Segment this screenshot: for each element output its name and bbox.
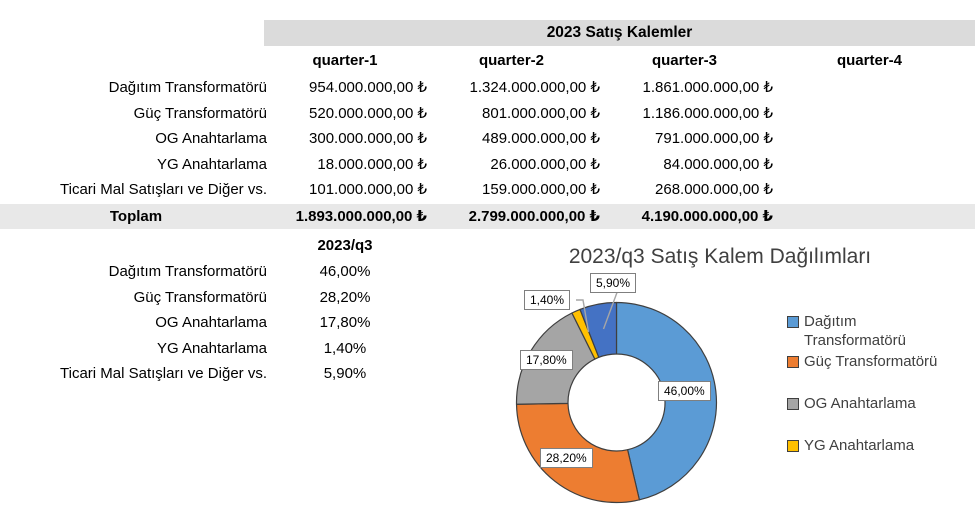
donut-slice-4 — [579, 301, 618, 358]
table-row: OG Anahtarlama 300.000.000,00 ₺ 489.000.… — [0, 126, 975, 152]
legend-label: OG Anahtarlama — [804, 395, 916, 412]
cell-q1: 520.000.000,00 ₺ — [309, 104, 427, 122]
percent-row: YG Anahtarlama 1,40% — [0, 336, 975, 362]
sales-table-header-row: quarter-1 quarter-2 quarter-3 quarter-4 — [0, 46, 975, 75]
row-label: Ticari Mal Satışları ve Diğer vs. — [60, 365, 267, 382]
data-label-dagitim: 46,00% — [658, 381, 711, 401]
row-label: Güç Transformatörü — [133, 104, 267, 122]
percent-value: 28,20% — [319, 288, 371, 306]
leader-line-yg — [576, 299, 590, 333]
percent-row: Dağıtım Transformatörü 46,00% — [0, 259, 975, 285]
total-q1: 1.893.000.000,00 ₺ — [295, 208, 427, 225]
row-label: OG Anahtarlama — [155, 314, 267, 331]
legend-swatch-icon — [787, 356, 799, 368]
sales-table-title: 2023 Satış Kalemler — [264, 20, 975, 46]
percent-header: 2023/q3 — [317, 237, 373, 254]
table-row: Ticari Mal Satışları ve Diğer vs. 101.00… — [0, 177, 975, 203]
cell-q3: 1.861.000.000,00 ₺ — [642, 79, 774, 96]
row-label: Güç Transformatörü — [133, 288, 267, 306]
row-label: YG Anahtarlama — [156, 339, 267, 357]
percent-value: 17,80% — [319, 314, 371, 331]
legend-swatch-icon — [787, 440, 799, 452]
percent-value: 1,40% — [323, 339, 367, 357]
percent-value: 46,00% — [319, 263, 371, 280]
cell-q4 — [778, 101, 975, 127]
legend-swatch-icon — [787, 398, 799, 410]
col-header-quarter-1: quarter-1 — [312, 52, 378, 69]
cell-q1: 300.000.000,00 ₺ — [309, 130, 427, 147]
data-label-ticari: 5,90% — [590, 273, 637, 293]
table-row: Güç Transformatörü 520.000.000,00 ₺ 801.… — [0, 101, 975, 127]
cell-q4 — [778, 152, 975, 178]
cell-q4 — [778, 177, 975, 203]
row-label: Dağıtım Transformatörü — [108, 263, 267, 280]
legend-label: Dağıtım Transformatörü — [804, 313, 906, 349]
percent-table-header-row: 2023/q3 — [0, 233, 975, 259]
cell-q2: 1.324.000.000,00 ₺ — [469, 79, 601, 96]
table-row: Dağıtım Transformatörü 954.000.000,00 ₺ … — [0, 75, 975, 101]
data-label-yg: 1,40% — [524, 290, 571, 310]
leader-line-ticari — [602, 292, 618, 330]
legend-label: YG Anahtarlama — [804, 437, 915, 454]
legend-swatch-icon — [787, 316, 799, 328]
data-label-guc: 28,20% — [540, 448, 593, 468]
data-label-og: 17,80% — [520, 350, 573, 370]
cell-q4 — [778, 126, 975, 152]
cell-q3: 1.186.000.000,00 ₺ — [642, 104, 774, 122]
cell-q4 — [778, 75, 975, 101]
cell-q3: 268.000.000,00 ₺ — [655, 181, 773, 198]
donut-slice-0 — [615, 301, 718, 501]
row-label: YG Anahtarlama — [156, 155, 267, 173]
col-header-quarter-2: quarter-2 — [478, 52, 545, 69]
percent-row: Ticari Mal Satışları ve Diğer vs. 5,90% — [0, 361, 975, 387]
cell-q1: 18.000.000,00 ₺ — [317, 155, 427, 173]
legend-item-og: OG Anahtarlama — [787, 394, 916, 413]
cell-q3: 791.000.000,00 ₺ — [655, 130, 773, 147]
cell-q2: 159.000.000,00 ₺ — [482, 181, 600, 198]
cell-q1: 101.000.000,00 ₺ — [309, 181, 427, 198]
row-label: Dağıtım Transformatörü — [108, 79, 267, 96]
total-q3: 4.190.000.000,00 ₺ — [641, 208, 773, 225]
total-row: Toplam 1.893.000.000,00 ₺ 2.799.000.000,… — [0, 204, 975, 229]
legend-item-dagitim: Dağıtım Transformatörü — [787, 312, 956, 350]
percent-row: OG Anahtarlama 17,80% — [0, 310, 975, 336]
legend-item-guc: Güç Transformatörü — [787, 352, 937, 371]
cell-q2: 489.000.000,00 ₺ — [482, 130, 600, 147]
cell-q2: 801.000.000,00 ₺ — [482, 104, 600, 122]
legend-label: Güç Transformatörü — [804, 353, 938, 370]
cell-q1: 954.000.000,00 ₺ — [309, 79, 427, 96]
cell-q2: 26.000.000,00 ₺ — [490, 155, 600, 173]
col-header-quarter-3: quarter-3 — [651, 52, 718, 69]
corner-cell — [0, 46, 272, 75]
col-header-quarter-4: quarter-4 — [836, 52, 903, 69]
percent-value: 5,90% — [323, 365, 367, 382]
total-q2: 2.799.000.000,00 ₺ — [468, 208, 600, 225]
cell-q3: 84.000.000,00 ₺ — [663, 155, 773, 173]
total-q4 — [778, 204, 975, 229]
percent-row: Güç Transformatörü 28,20% — [0, 285, 975, 311]
legend-item-yg: YG Anahtarlama — [787, 436, 914, 455]
corner-cell — [0, 233, 272, 259]
donut-chart — [515, 292, 718, 504]
row-label: Ticari Mal Satışları ve Diğer vs. — [60, 181, 267, 198]
row-label: OG Anahtarlama — [155, 130, 267, 147]
chart-title: 2023/q3 Satış Kalem Dağılımları — [568, 245, 872, 268]
table-row: YG Anahtarlama 18.000.000,00 ₺ 26.000.00… — [0, 152, 975, 178]
total-label: Toplam — [109, 208, 163, 225]
